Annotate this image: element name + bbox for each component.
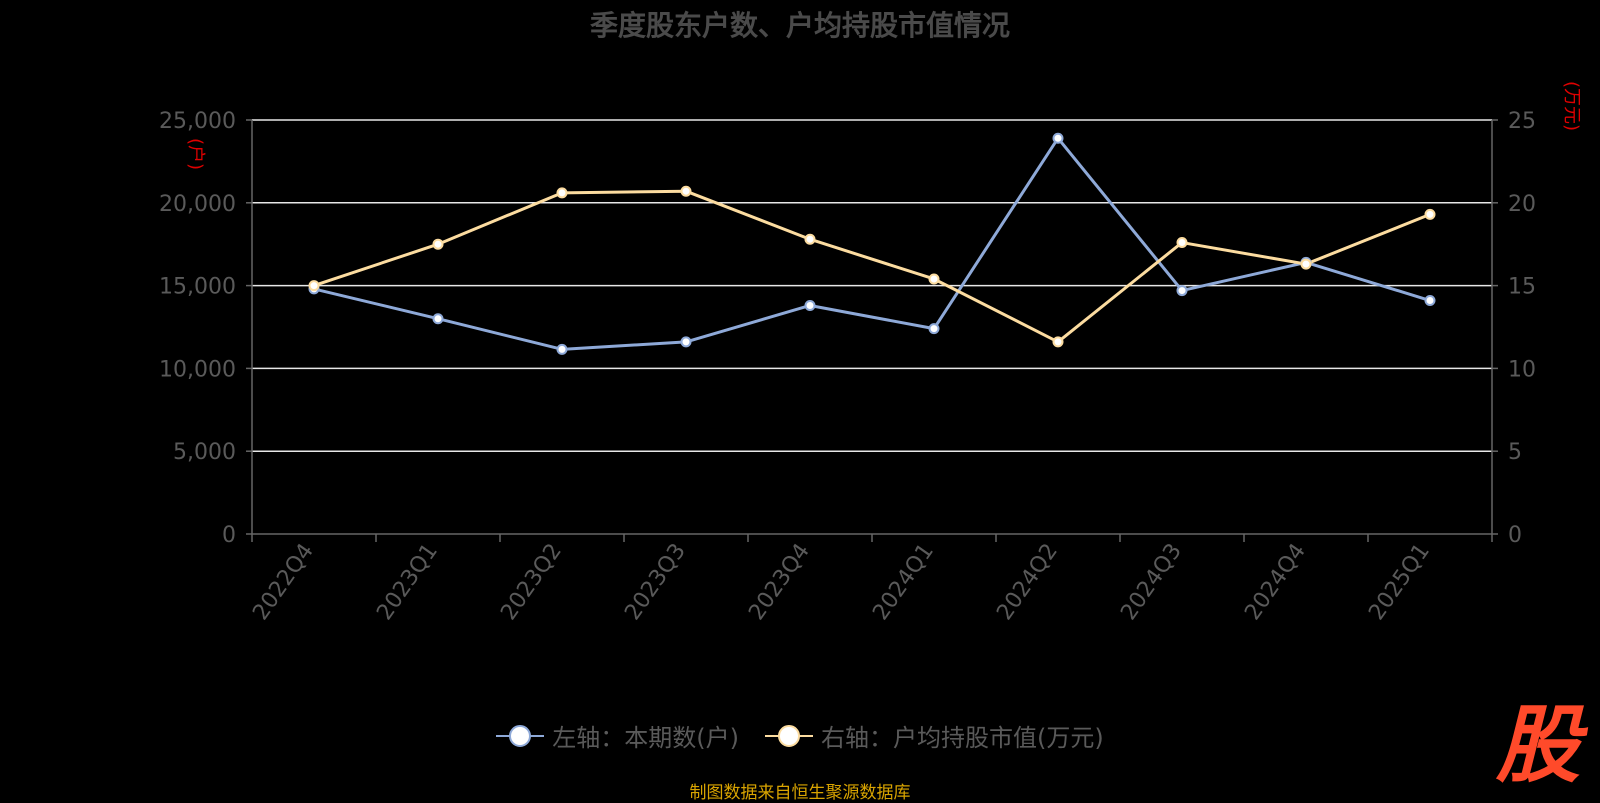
series-1-point — [432, 238, 444, 250]
series-line-0 — [313, 136, 1431, 351]
data-source-note: 制图数据来自恒生聚源数据库 — [689, 783, 911, 803]
legend-item-right-series[interactable]: 右轴：户均持股市值(万元) — [765, 718, 1104, 753]
series-0-point — [928, 323, 940, 335]
x-tick-label: 2022Q4 — [248, 539, 319, 625]
series-1-point — [804, 233, 816, 245]
axes: 0 0 5,000 5 10,000 10 15,000 15 20,000 20 25,000 25… — [159, 109, 1536, 625]
right-tick-label: 20 — [1508, 192, 1536, 217]
series-1-point — [680, 185, 692, 197]
legend-label-left: 左轴：本期数(户) — [552, 724, 739, 752]
left-tick-label: 20,000 — [159, 192, 236, 217]
series-1-point — [308, 280, 320, 292]
right-tick-label: 10 — [1508, 357, 1536, 382]
series-0-point — [1052, 132, 1064, 144]
series-1-point — [1424, 208, 1436, 220]
right-axis-unit: (万元) — [1561, 81, 1582, 131]
series-1-point — [1300, 258, 1312, 270]
series-1-point — [928, 273, 940, 285]
x-tick-label: 2025Q1 — [1364, 539, 1435, 625]
right-tick-label: 0 — [1508, 523, 1522, 548]
right-tick-label: 15 — [1508, 275, 1536, 300]
legend-marker-icon — [765, 724, 813, 748]
x-tick-label: 2024Q1 — [868, 539, 939, 625]
left-tick-label: 0 — [222, 523, 236, 548]
series-1-point — [1176, 237, 1188, 249]
left-axis-unit: (户) — [185, 138, 206, 170]
left-tick-label: 15,000 — [159, 275, 236, 300]
series-1-point — [1052, 336, 1064, 348]
series-0-point — [432, 313, 444, 325]
right-tick-label: 25 — [1508, 109, 1536, 134]
series-0-point — [680, 336, 692, 348]
series-0-point — [804, 299, 816, 311]
series-0-point — [556, 343, 568, 355]
brand-logo: 股 — [1495, 696, 1580, 794]
x-tick-label: 2023Q2 — [496, 539, 567, 625]
x-tick-label: 2023Q3 — [620, 539, 691, 625]
left-tick-label: 5,000 — [173, 440, 236, 465]
series-lines — [308, 132, 1436, 355]
legend: 左轴：本期数(户) 右轴：户均持股市值(万元) — [0, 718, 1600, 753]
legend-marker-icon — [496, 724, 545, 748]
gridlines — [252, 119, 1492, 452]
legend-item-left-series[interactable]: 左轴：本期数(户) — [496, 718, 739, 753]
left-tick-label: 10,000 — [159, 357, 236, 382]
x-tick-label: 2024Q4 — [1240, 539, 1311, 625]
x-tick-label: 2023Q4 — [744, 539, 815, 625]
series-0-point — [1424, 295, 1436, 307]
series-0-point — [1176, 285, 1188, 297]
legend-label-right: 右轴：户均持股市值(万元) — [821, 724, 1104, 752]
left-tick-label: 25,000 — [159, 109, 236, 134]
x-tick-label: 2023Q1 — [372, 539, 443, 625]
x-tick-label: 2024Q3 — [1116, 539, 1187, 625]
series-1-point — [556, 187, 568, 199]
x-tick-label: 2024Q2 — [992, 539, 1063, 625]
chart-title: 季度股东户数、户均持股市值情况 — [589, 9, 1010, 42]
right-tick-label: 5 — [1508, 440, 1522, 465]
series-line-1 — [313, 189, 1431, 344]
